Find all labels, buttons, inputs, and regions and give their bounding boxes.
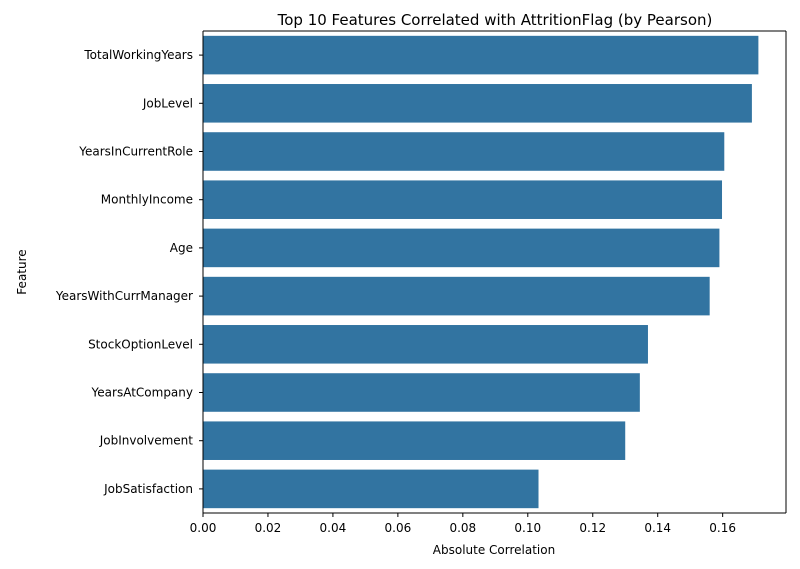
y-tick-label: YearsAtCompany [91, 386, 193, 400]
y-axis-label: Feature [15, 249, 29, 294]
x-tick-label: 0.16 [709, 521, 736, 535]
y-tick-label: JobSatisfaction [103, 482, 193, 496]
bar-JobLevel [203, 84, 752, 123]
y-tick-label: YearsWithCurrManager [55, 289, 193, 303]
x-tick-label: 0.04 [320, 521, 347, 535]
bar-JobInvolvement [203, 421, 626, 460]
bar-TotalWorkingYears [203, 35, 759, 75]
y-tick-label: JobLevel [142, 96, 193, 110]
x-tick-label: 0.10 [514, 521, 541, 535]
y-tick-label: TotalWorkingYears [83, 48, 193, 62]
bar-YearsWithCurrManager [203, 276, 710, 316]
x-tick-label: 0.08 [449, 521, 476, 535]
x-tick-label: 0.14 [644, 521, 671, 535]
y-tick-label: JobInvolvement [99, 434, 194, 448]
bar-MonthlyIncome [203, 180, 723, 219]
y-tick-label: Age [170, 241, 193, 255]
x-axis-label: Absolute Correlation [433, 543, 555, 557]
y-tick-label: StockOptionLevel [88, 337, 193, 351]
chart-title: Top 10 Features Correlated with Attritio… [277, 11, 713, 29]
bar-JobSatisfaction [203, 469, 539, 509]
x-tick-label: 0.06 [385, 521, 412, 535]
bar-YearsAtCompany [203, 373, 640, 412]
bar-Age [203, 228, 720, 268]
bar-YearsInCurrentRole [203, 132, 725, 171]
y-ticks-group: TotalWorkingYears JobLevel YearsInCurrentR… [55, 48, 203, 496]
x-ticks-group: 0.00 0.02 0.04 0.06 0.08 0.10 0.12 0.14 0.16 [190, 513, 736, 535]
bar-StockOptionLevel [203, 325, 648, 364]
y-tick-label: YearsInCurrentRole [78, 145, 193, 159]
bars-group [203, 35, 759, 509]
x-tick-label: 0.00 [190, 521, 217, 535]
x-tick-label: 0.12 [579, 521, 606, 535]
y-tick-label: MonthlyIncome [101, 193, 193, 207]
x-tick-label: 0.02 [255, 521, 282, 535]
